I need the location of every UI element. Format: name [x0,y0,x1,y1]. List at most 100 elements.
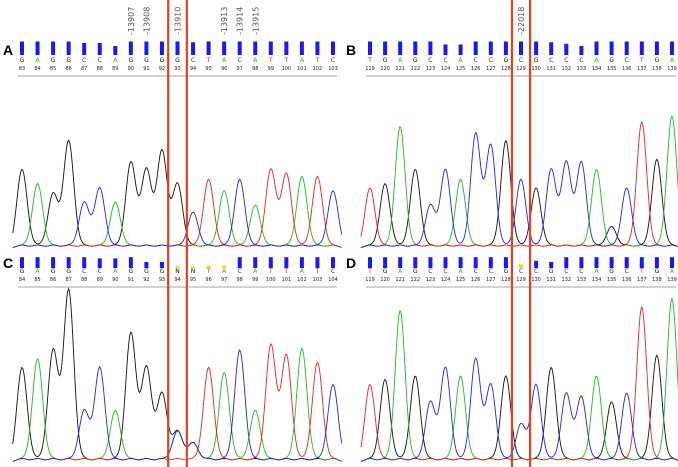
base-call: G [504,268,509,275]
base-call: A [113,57,118,64]
quality-bar [549,42,554,55]
position-label: 104 [328,277,338,283]
position-label: 129 [516,66,526,72]
base-call: N [175,268,180,275]
quality-bar [191,42,196,55]
quality-bar [639,41,644,55]
base-call: C [579,268,583,275]
position-label: 89 [112,66,118,72]
base-call: G [144,57,149,64]
quality-bar [144,41,149,55]
base-call: C [428,268,432,275]
trace-c [12,178,343,248]
quality-bar [579,257,584,268]
base-call: T [367,268,372,275]
base-call: A [459,268,464,275]
base-call: N [191,268,196,275]
base-call: G [413,57,418,64]
position-label: 93 [174,66,180,72]
quality-bar [624,257,629,268]
quality-bar [473,257,478,268]
quality-bar [253,257,258,268]
quality-bar [144,262,149,268]
base-call: G [383,268,388,275]
position-label: 122 [411,277,421,283]
position-label: 123 [426,277,436,283]
quality-bar [113,46,118,55]
quality-bar [488,41,493,55]
quality-bar [428,257,433,268]
base-call: A [594,268,599,275]
position-label: 88 [81,277,87,283]
base-call: T [206,268,211,275]
position-label: 91 [128,277,134,283]
quality-bar [315,41,320,55]
base-call: C [191,57,195,64]
quality-bar [624,41,629,55]
position-label: 125 [456,277,466,283]
position-label: 83 [19,66,25,72]
position-label: 136 [622,277,632,283]
base-call: G [609,57,614,64]
position-label: 123 [426,66,436,72]
quality-bar [222,265,227,268]
position-label: 97 [221,277,227,283]
quality-bar [51,257,56,268]
quality-bar [458,44,463,55]
base-call: C [98,57,102,64]
position-label: 122 [411,66,421,72]
base-call: T [268,57,273,64]
base-call: C [564,268,568,275]
position-label: 100 [266,277,276,283]
base-call: G [383,57,388,64]
base-call: G [20,57,25,64]
quality-bar [519,41,523,55]
position-label: 98 [252,66,258,72]
position-label: 120 [380,277,390,283]
base-call: C [474,57,478,64]
quality-bar [368,41,372,55]
position-label: 134 [592,66,602,72]
base-call: G [534,57,539,64]
quality-bar [549,262,554,268]
position-label: 119 [365,66,375,72]
position-label: 93 [159,277,165,283]
base-call: A [222,57,227,64]
position-label: 96 [205,277,211,283]
quality-bar [128,257,133,268]
quality-bar [398,257,403,268]
quality-bar [428,41,433,55]
base-call: A [253,268,258,275]
quality-bar [299,41,304,55]
position-label: 137 [637,277,647,283]
base-call: T [268,268,273,275]
quality-bar [579,46,584,55]
base-call: G [609,268,614,275]
base-call: C [579,57,583,64]
position-label: 136 [622,66,632,72]
chromatogram-panel-d: T G A G C C A C C G C C G C C A G C T G A 119 120 121 122 123 124 1… [360,257,678,462]
quality-bar [443,257,448,268]
quality-bar [237,257,242,268]
base-call: C [428,57,432,64]
quality-bar [594,41,599,55]
position-label: 127 [486,277,496,283]
quality-bar [66,257,71,268]
chromatogram-panel-c: G A G G C C A G G G N N T A C A T T A T C 84 85 86 87 88 89 90 91 92 9… [12,257,343,462]
base-call: A [35,268,40,275]
position-label: 97 [237,66,243,72]
base-call: C [82,268,86,275]
base-call: G [160,57,165,64]
base-call: T [284,57,289,64]
position-label: 94 [174,277,180,283]
base-call: G [413,268,418,275]
position-label: 101 [297,66,307,72]
quality-bar [609,41,614,55]
base-call: C [625,268,629,275]
quality-bar [413,257,418,268]
position-label: 103 [328,66,338,72]
base-call: T [315,57,320,64]
base-call: C [519,57,523,64]
base-call: A [670,268,675,275]
